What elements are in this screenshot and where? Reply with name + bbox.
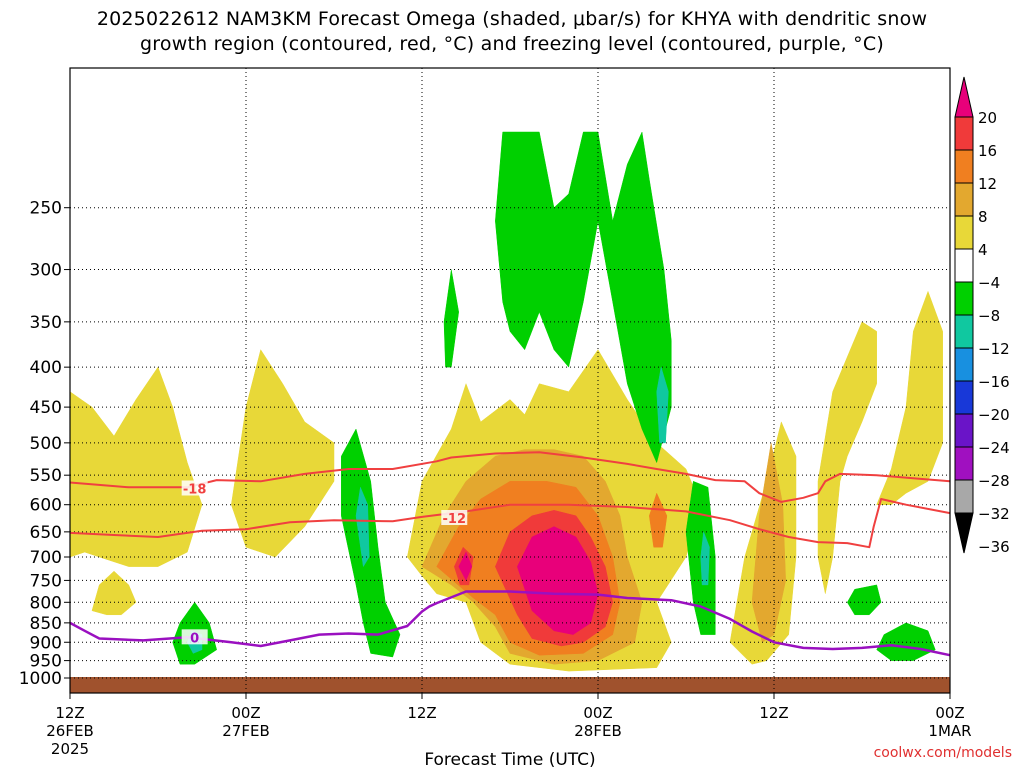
colorbar-label-11: −28 — [978, 472, 1010, 490]
omega-region-22 — [656, 367, 669, 444]
colorbar-swatch-6 — [954, 281, 974, 316]
omega-region-19 — [847, 584, 882, 616]
y-tick-label-400: 400 — [30, 358, 62, 378]
colorbar-label-10: −24 — [978, 439, 1010, 457]
x-tick-label-60-1: 1MAR — [928, 722, 971, 740]
colorbar-swatch-9 — [954, 380, 974, 415]
y-tick-label-600: 600 — [30, 496, 62, 516]
x-tick-label-12-1: 27FEB — [222, 722, 269, 740]
x-tick-label-0-1: 26FEB — [46, 722, 93, 740]
terrain-strip — [70, 677, 950, 693]
omega-region-23 — [355, 486, 370, 568]
y-tick-label-300: 300 — [30, 261, 62, 281]
credit-text: coolwx.com/models — [873, 745, 1012, 761]
dgz-contour-1 — [69, 498, 951, 549]
x-tick-label-12-0: 00Z — [231, 704, 260, 722]
omega-region-6 — [876, 290, 943, 505]
plot-frame — [69, 67, 951, 694]
colorbar-label-12: −32 — [978, 505, 1010, 523]
colorbar-swatch-7 — [954, 314, 974, 349]
y-tick-label-700: 700 — [30, 548, 62, 568]
dgz-contour-1-label: -12 — [443, 512, 467, 527]
omega-region-1 — [91, 570, 137, 616]
colorbar-label-6: −8 — [978, 307, 1000, 325]
freezing-level-contour-0 — [69, 590, 951, 657]
x-tick-label-60-0: 00Z — [935, 704, 964, 722]
contour-lines: -18 -12 0 — [69, 451, 951, 657]
colorbar-label-13: −36 — [978, 538, 1010, 556]
y-tick-label-350: 350 — [30, 313, 62, 333]
y-tick-label-450: 450 — [30, 398, 62, 418]
y-tick-label-250: 250 — [30, 199, 62, 219]
x-tick-label-24-0: 12Z — [407, 704, 436, 722]
colorbar-swatch-5 — [954, 248, 974, 283]
colorbar-label-1: 16 — [978, 142, 997, 160]
colorbar-swatch-10 — [954, 413, 974, 448]
colorbar-swatch-12 — [954, 479, 974, 514]
y-tick-label-950: 950 — [30, 652, 62, 672]
freezing-level-contour-0-label-bg — [181, 629, 208, 645]
y-tick-label-550: 550 — [30, 466, 62, 486]
freezing-level-contour-0-label: 0 — [190, 631, 199, 646]
terrain-ground — [70, 677, 950, 693]
omega-region-25 — [700, 531, 710, 586]
x-tick-label-36-0: 00Z — [583, 704, 612, 722]
colorbar-label-8: −16 — [978, 373, 1010, 391]
x-axis-title: Forecast Time (UTC) — [424, 750, 595, 768]
colorbar-swatch-8 — [954, 347, 974, 382]
dgz-contour-0 — [69, 451, 951, 503]
x-tick-label-48-0: 12Z — [759, 704, 788, 722]
colorbar-label-3: 8 — [978, 208, 988, 226]
colorbar-label-7: −12 — [978, 340, 1010, 358]
colorbar-swatch-0 — [954, 76, 974, 118]
colorbar-swatch-3 — [954, 182, 974, 217]
chart-title-line-2: growth region (contoured, red, °C) and f… — [140, 33, 884, 55]
dgz-contour-0-label-bg — [181, 480, 208, 496]
colorbar-label-9: −20 — [978, 406, 1010, 424]
dgz-contour-0-label: -18 — [183, 482, 207, 497]
colorbar-swatch-1 — [954, 116, 974, 151]
colorbar-label-2: 12 — [978, 175, 997, 193]
y-tick-label-1000: 1000 — [19, 669, 62, 689]
y-tick-label-800: 800 — [30, 593, 62, 613]
omega-region-8 — [751, 442, 786, 643]
omega-region-10 — [649, 492, 668, 548]
chart-title-line-1: 2025022612 NAM3KM Forecast Omega (shaded… — [96, 8, 928, 30]
x-tick-label-0-0: 12Z — [55, 704, 84, 722]
y-tick-label-900: 900 — [30, 633, 62, 653]
y-axis: 2503003504004505005506006507007508008509… — [19, 199, 70, 689]
omega-region-14 — [458, 551, 473, 581]
omega-region-16 — [341, 428, 401, 658]
omega-region-15 — [495, 131, 672, 464]
y-tick-label-500: 500 — [30, 434, 62, 454]
omega-region-0 — [69, 366, 203, 567]
colorbar: 20 16 12 8 4 −4 −8 −12 −16 −20 −24 −28 −32 −36 — [954, 76, 1010, 556]
omega-region-21 — [443, 269, 459, 368]
dgz-contour-1-label-bg — [441, 510, 468, 526]
colorbar-label-5: −4 — [978, 274, 1000, 292]
colorbar-label-0: 20 — [978, 109, 997, 127]
y-tick-label-750: 750 — [30, 571, 62, 591]
colorbar-swatch-13 — [954, 512, 974, 554]
x-tick-label-36-1: 28FEB — [574, 722, 621, 740]
colorbar-swatch-11 — [954, 446, 974, 481]
omega-region-5 — [817, 321, 877, 594]
colorbar-swatch-4 — [954, 215, 974, 250]
colorbar-label-4: 4 — [978, 241, 988, 259]
colorbar-swatch-2 — [954, 149, 974, 184]
x-tick-label-0-2: 2025 — [51, 740, 89, 758]
y-tick-label-850: 850 — [30, 614, 62, 634]
y-tick-label-650: 650 — [30, 523, 62, 543]
